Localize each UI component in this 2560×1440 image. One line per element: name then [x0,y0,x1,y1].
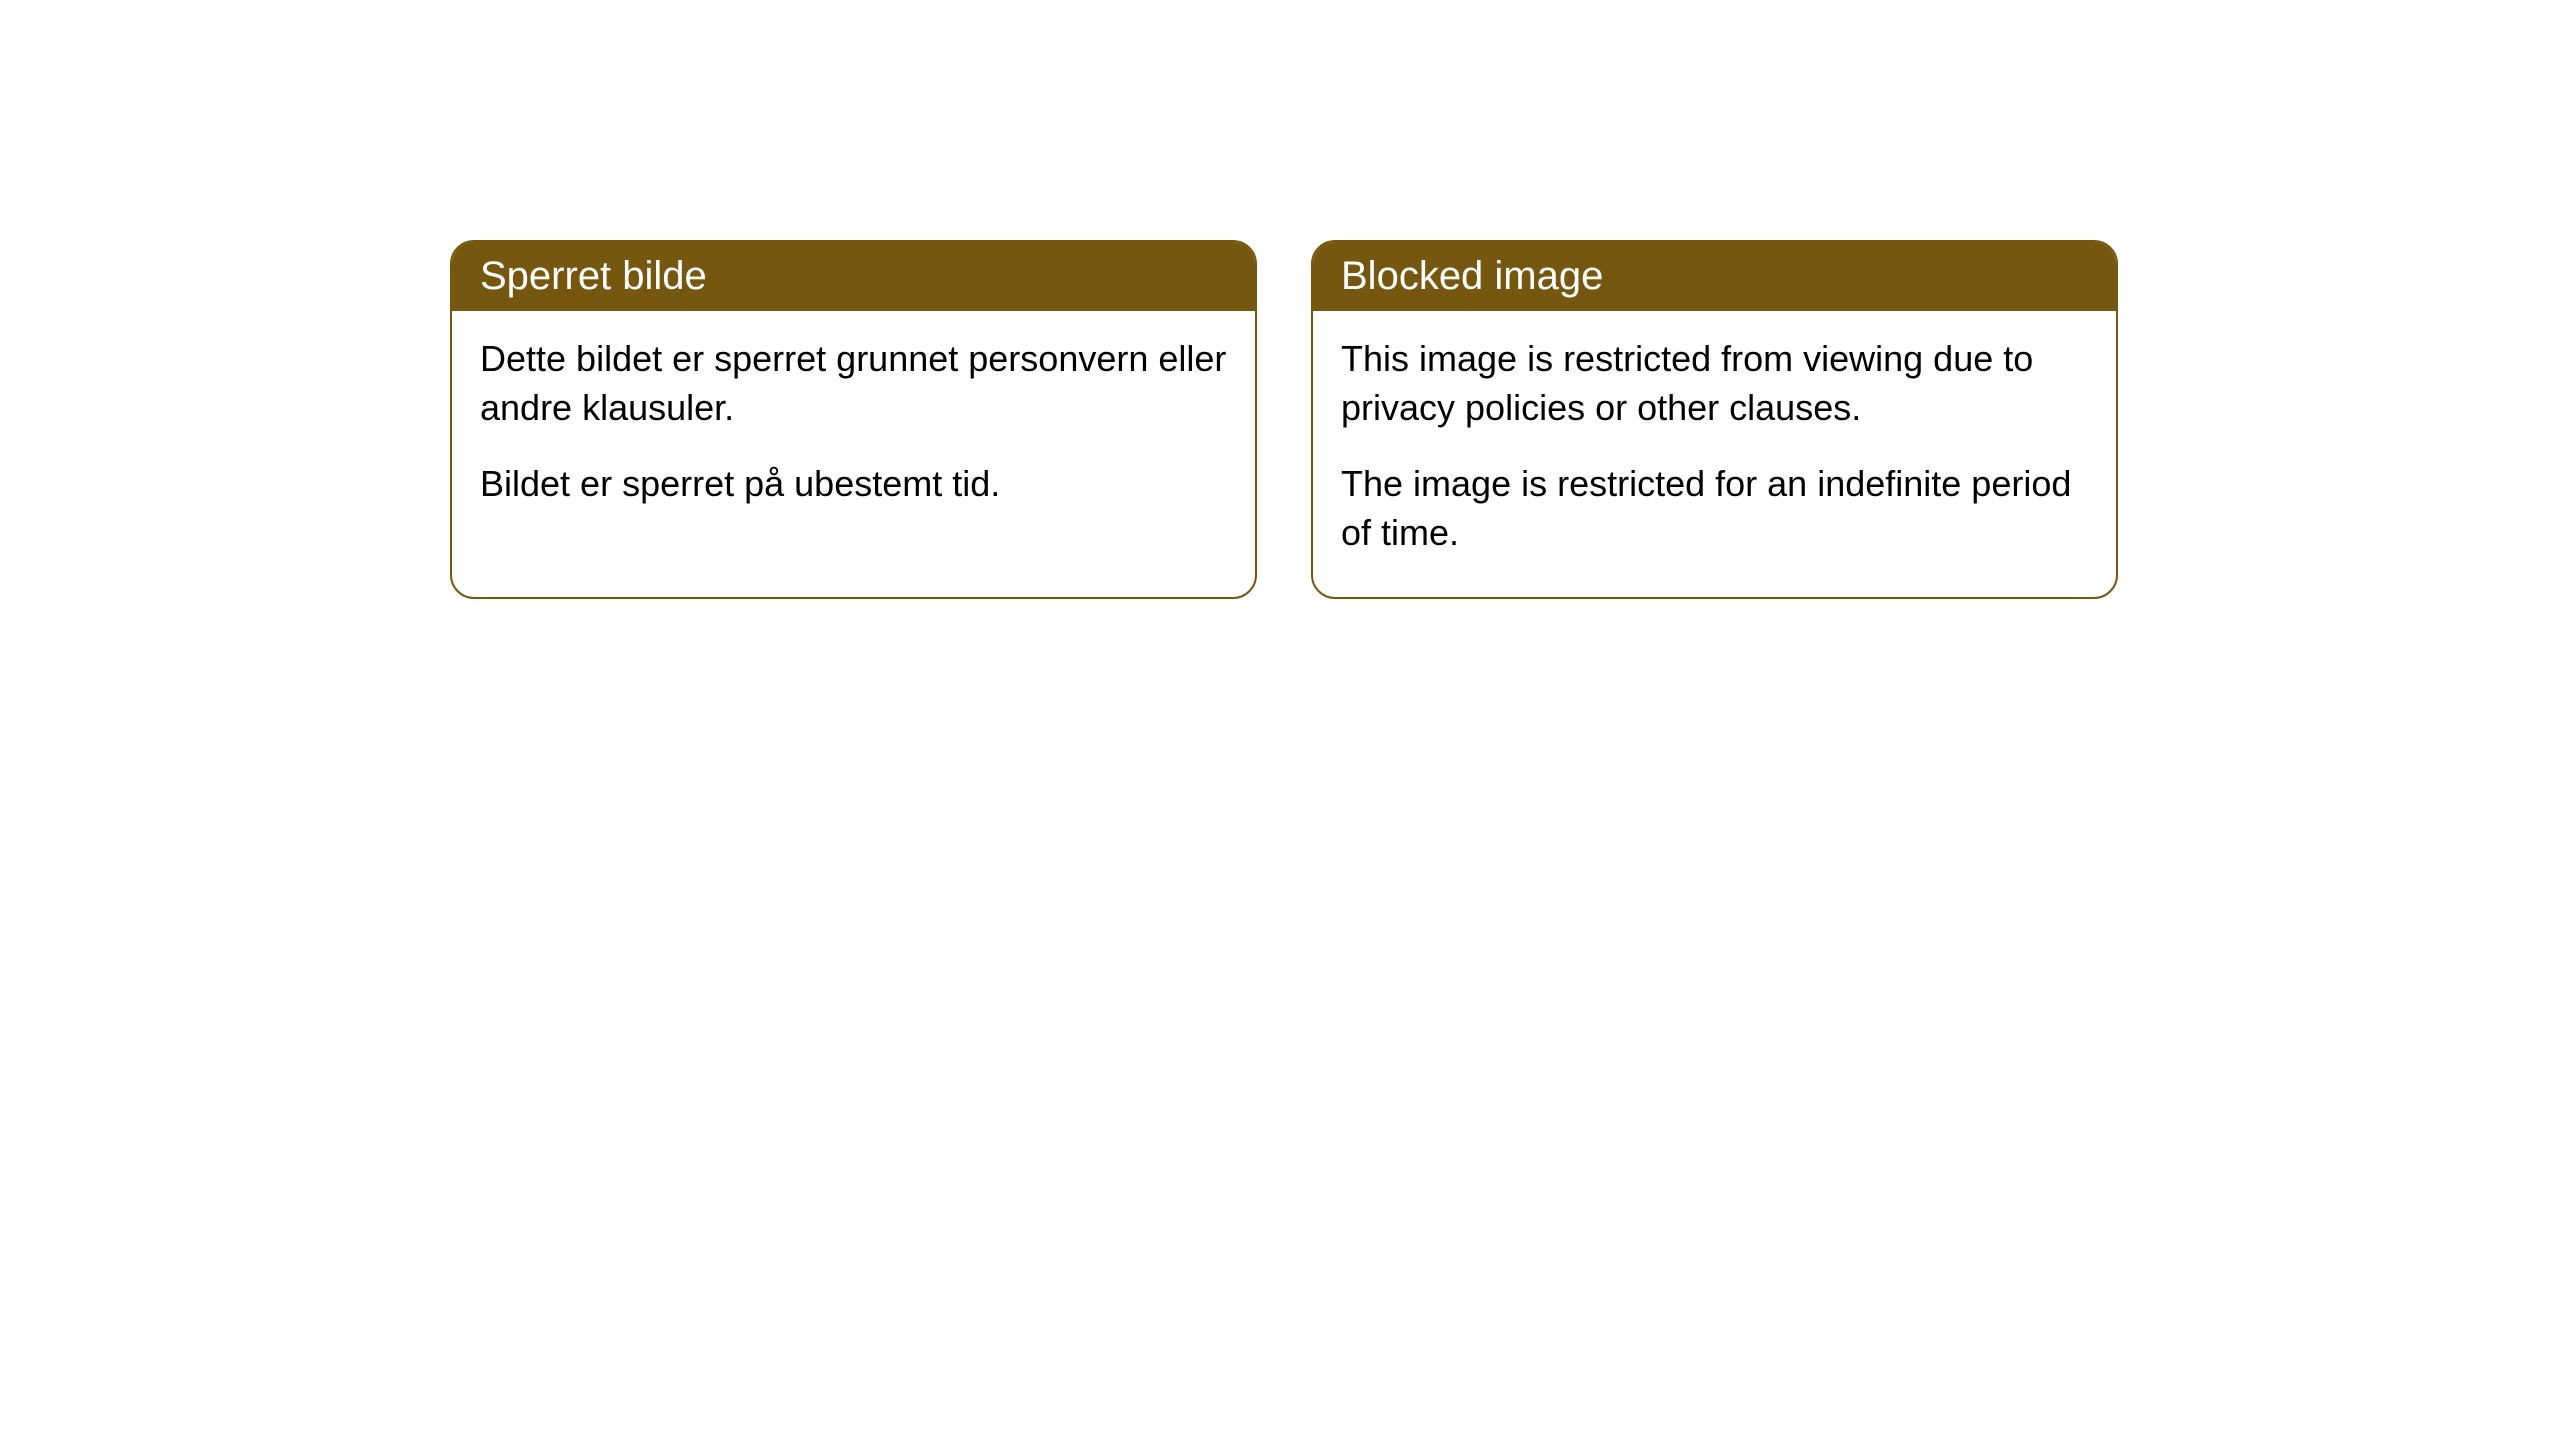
notice-cards-container: Sperret bilde Dette bildet er sperret gr… [450,240,2118,599]
card-paragraph: Dette bildet er sperret grunnet personve… [480,335,1227,432]
notice-card-english: Blocked image This image is restricted f… [1311,240,2118,599]
card-body: Dette bildet er sperret grunnet personve… [452,311,1255,549]
notice-card-norwegian: Sperret bilde Dette bildet er sperret gr… [450,240,1257,599]
card-header: Blocked image [1313,242,2116,311]
card-paragraph: The image is restricted for an indefinit… [1341,460,2088,557]
card-title: Sperret bilde [480,254,707,298]
card-body: This image is restricted from viewing du… [1313,311,2116,597]
card-title: Blocked image [1341,254,1603,298]
card-paragraph: This image is restricted from viewing du… [1341,335,2088,432]
card-paragraph: Bildet er sperret på ubestemt tid. [480,460,1227,509]
card-header: Sperret bilde [452,242,1255,311]
